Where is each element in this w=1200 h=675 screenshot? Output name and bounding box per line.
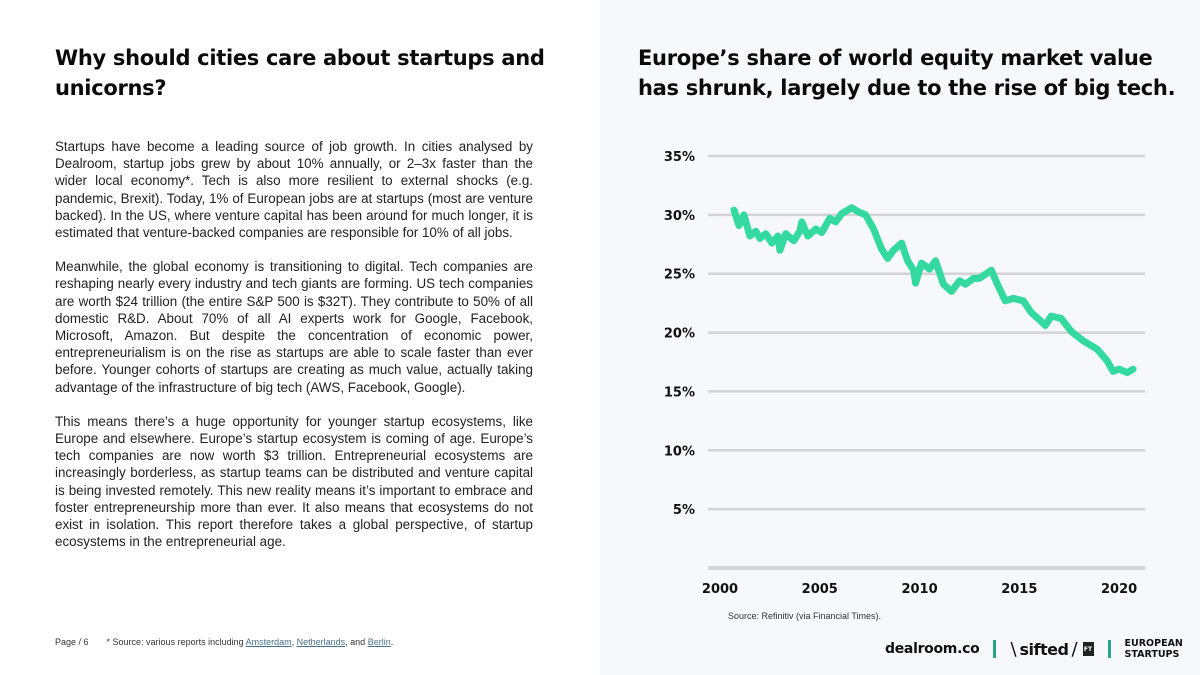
x-tick-label: 2020 (1101, 582, 1137, 597)
footnote-prefix: * Source: various reports including (106, 637, 246, 647)
european-startups-logo: EUROPEAN STARTUPS (1125, 638, 1183, 660)
y-tick-label: 25% (664, 268, 695, 283)
x-axis-ticks: 2000 2005 2010 2015 2020 (702, 582, 1137, 597)
y-tick-label: 15% (664, 385, 695, 400)
link-amsterdam[interactable]: Amsterdam (245, 637, 292, 647)
dealroom-logo: dealroom.co (885, 641, 980, 657)
footer-logos: dealroom.co \ sifted / FT EUROPEAN START… (885, 636, 1183, 662)
y-tick-label: 10% (664, 444, 695, 459)
line-chart: 5% 10% 15% 20% 25% 30% 35% 2000 2005 2010 2015 202… (664, 150, 1145, 597)
chart-source: Source: Refinitiv (via Financial Times). (728, 611, 882, 621)
footnote-source: * Source: various reports including Amst… (107, 637, 394, 647)
sifted-word: sifted (1019, 639, 1069, 659)
logo-divider (1107, 640, 1111, 658)
sifted-slash: \ (1010, 638, 1017, 660)
x-tick-label: 2005 (802, 582, 838, 597)
page-number: Page / 6 (55, 637, 89, 647)
sifted-logo: \ sifted / FT (1010, 638, 1094, 660)
european-startups-line2: STARTUPS (1124, 649, 1180, 660)
x-tick-label: 2015 (1001, 582, 1037, 597)
x-tick-label: 2010 (901, 582, 937, 597)
link-netherlands[interactable]: Netherlands (296, 637, 346, 647)
footer-left: Page / 6 * Source: various reports inclu… (55, 637, 393, 647)
paragraph-global-economy: Meanwhile, the global economy is transit… (55, 259, 533, 395)
footnote-end: . (390, 637, 394, 647)
body-text: Startups have become a leading source of… (55, 138, 533, 567)
logo-divider (993, 640, 997, 658)
ft-logo-icon: FT (1082, 642, 1094, 656)
y-tick-label: 5% (673, 503, 695, 518)
series-line (730, 204, 1137, 377)
footnote-sep: , (291, 637, 297, 647)
paragraph-job-growth: Startups have become a leading source of… (55, 139, 533, 241)
x-tick-label: 2000 (702, 582, 738, 597)
sifted-slash: / (1071, 638, 1078, 660)
y-tick-label: 30% (664, 209, 695, 224)
footnote-sep: , and (345, 637, 368, 647)
chart-title: Europe’s share of world equity market va… (638, 46, 1176, 100)
left-panel (0, 0, 600, 675)
gridlines (708, 154, 1145, 570)
paragraph-opportunity: This means there’s a huge opportunity fo… (55, 413, 533, 550)
y-axis-ticks: 5% 10% 15% 20% 25% 30% 35% (664, 150, 695, 518)
european-startups-line1: EUROPEAN (1124, 638, 1183, 649)
right-panel (600, 0, 1200, 675)
link-berlin[interactable]: Berlin (367, 637, 391, 647)
y-tick-label: 20% (664, 327, 695, 342)
y-tick-label: 35% (664, 150, 695, 165)
left-title: Why should cities care about startups an… (55, 46, 545, 100)
